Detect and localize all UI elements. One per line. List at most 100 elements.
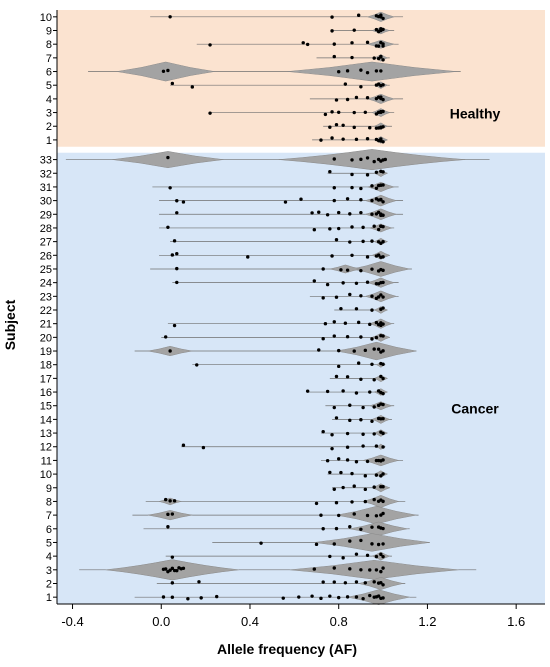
data-point [381, 183, 385, 187]
data-point [383, 157, 387, 162]
y-tick-label: 18 [40, 360, 52, 372]
data-point [381, 499, 385, 504]
data-point [381, 472, 385, 476]
subject-row-cancer-20 [161, 332, 391, 342]
data-point [359, 268, 363, 273]
data-point [175, 266, 179, 271]
data-point [365, 513, 370, 518]
data-point [359, 527, 363, 531]
data-point [323, 112, 328, 117]
data-point [328, 594, 332, 598]
data-point [208, 43, 212, 47]
y-tick-label: 12 [40, 442, 52, 454]
subject-row-cancer-7 [132, 505, 419, 525]
data-point [381, 213, 385, 217]
data-point [372, 378, 376, 382]
data-point [352, 349, 356, 353]
data-point [381, 349, 385, 353]
data-point [317, 210, 321, 214]
data-point [370, 212, 374, 216]
data-point [350, 158, 354, 162]
data-point [345, 268, 350, 272]
data-point [381, 97, 385, 102]
data-point [374, 170, 379, 174]
data-point [345, 431, 350, 436]
data-point [365, 459, 370, 464]
subject-row-cancer-22 [334, 306, 389, 314]
violin [278, 149, 466, 171]
x-tick-label: 1.2 [418, 614, 436, 629]
y-tick-label: 28 [40, 223, 52, 235]
data-point [356, 320, 361, 325]
data-point [381, 596, 385, 600]
data-point [372, 224, 376, 228]
data-point [359, 568, 363, 572]
data-point [337, 70, 341, 74]
data-point [348, 292, 352, 297]
data-point [345, 595, 350, 599]
violin [336, 341, 417, 361]
data-point [328, 125, 332, 129]
data-point [352, 28, 356, 32]
data-point [168, 499, 172, 503]
data-point [281, 596, 285, 600]
data-point [381, 295, 385, 299]
data-point [350, 41, 354, 45]
data-point [312, 567, 317, 571]
y-tick-label: 7 [46, 53, 52, 65]
data-point [374, 444, 379, 448]
data-point [310, 211, 314, 215]
data-point [163, 497, 168, 502]
data-point [381, 27, 385, 32]
data-point [350, 185, 354, 190]
data-point [299, 197, 303, 201]
data-point [374, 554, 379, 559]
data-point [361, 432, 365, 436]
data-point [365, 280, 370, 284]
data-point [339, 470, 343, 475]
data-point [175, 568, 179, 573]
data-point [339, 268, 343, 272]
data-point [379, 569, 383, 574]
data-point [368, 390, 372, 394]
data-point [350, 253, 354, 257]
data-point [372, 56, 376, 60]
subject-row-cancer-14 [332, 415, 392, 424]
data-point [345, 335, 350, 339]
data-point [381, 268, 385, 273]
data-point [330, 136, 334, 140]
y-tick-label: 22 [40, 305, 52, 317]
data-point [365, 40, 370, 45]
data-point [381, 542, 385, 546]
data-point [343, 581, 348, 585]
data-point [334, 295, 339, 299]
data-point [348, 418, 352, 423]
data-point [190, 85, 195, 89]
y-tick-label: 11 [41, 455, 52, 467]
data-point [381, 306, 385, 310]
data-point [334, 374, 339, 379]
subject-row-healthy-9 [330, 26, 395, 35]
data-point [372, 347, 376, 351]
data-point [195, 363, 199, 367]
subject-row-healthy-6 [88, 61, 461, 82]
data-point [365, 173, 370, 177]
data-point [379, 198, 383, 202]
data-point [359, 377, 363, 382]
violin [373, 374, 389, 383]
y-tick-label: 26 [40, 250, 52, 262]
data-point [354, 595, 359, 599]
data-point [368, 568, 372, 572]
violin [287, 61, 457, 82]
data-point [337, 110, 341, 115]
data-point [363, 474, 368, 478]
data-point [321, 337, 325, 341]
data-point [368, 126, 372, 130]
violin [112, 151, 224, 169]
data-point [381, 511, 385, 516]
data-point [175, 211, 179, 215]
data-point [199, 596, 203, 600]
data-point [381, 566, 385, 570]
axes: Allele frequency (AF) Subject 1098765432… [2, 10, 545, 657]
data-point [325, 282, 330, 287]
